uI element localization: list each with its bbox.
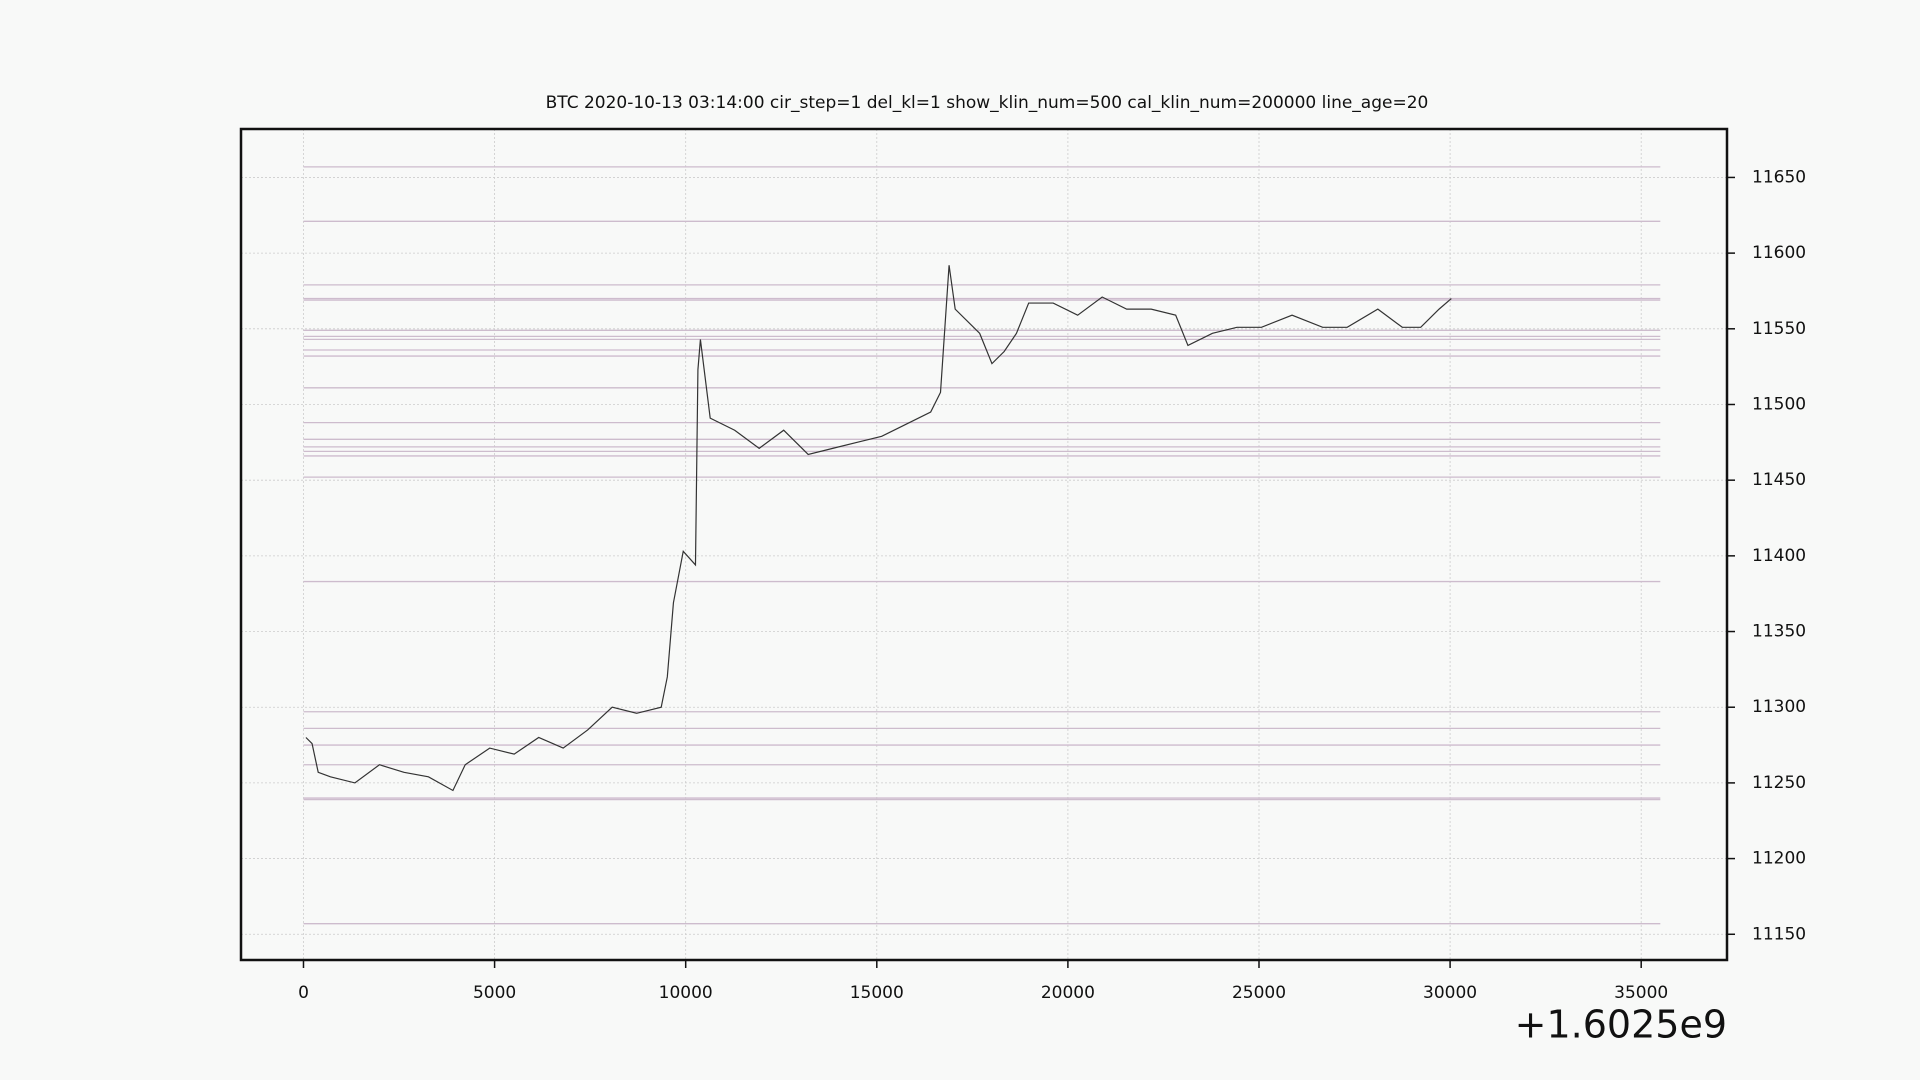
y-tick-label: 11250 (1752, 773, 1806, 793)
x-tick-label: 15000 (850, 983, 904, 1003)
x-offset-label: +1.6025e9 (1515, 1003, 1727, 1047)
x-tick-label: 10000 (659, 983, 713, 1003)
x-tick-label: 20000 (1041, 983, 1095, 1003)
y-tick-label: 11350 (1752, 622, 1806, 642)
chart-title: BTC 2020-10-13 03:14:00 cir_step=1 del_k… (546, 93, 1429, 113)
y-tick-label: 11150 (1752, 924, 1806, 944)
y-tick-label: 11400 (1752, 546, 1806, 566)
x-tick-label: 0 (298, 983, 309, 1003)
y-tick-label: 11200 (1752, 849, 1806, 869)
x-tick-label: 25000 (1232, 983, 1286, 1003)
y-tick-label: 11550 (1752, 319, 1806, 339)
y-tick-label: 11450 (1752, 470, 1806, 490)
price-line (305, 265, 1452, 792)
x-tick-label: 30000 (1423, 983, 1477, 1003)
x-tick-label: 5000 (473, 983, 516, 1003)
x-tick-label: 35000 (1614, 983, 1668, 1003)
y-tick-label: 11500 (1752, 394, 1806, 414)
y-tick-label: 11650 (1752, 167, 1806, 187)
y-tick-label: 11300 (1752, 697, 1806, 717)
plot-frame (239, 127, 1729, 962)
y-tick-label: 11600 (1752, 243, 1806, 263)
